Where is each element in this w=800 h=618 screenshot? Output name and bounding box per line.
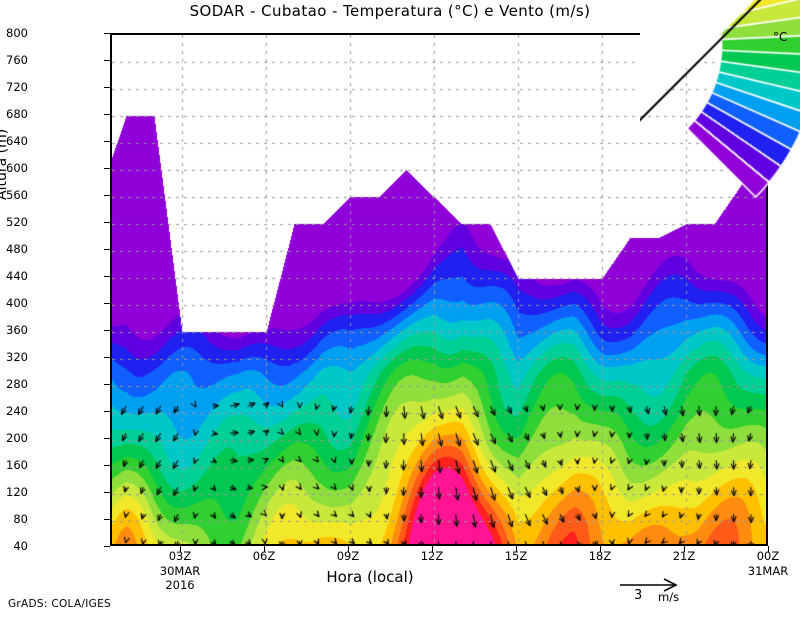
y-tick-mark (104, 114, 110, 115)
x-axis-date-label: 2016 (165, 578, 195, 592)
y-tick-mark (104, 141, 110, 142)
x-tick-label: 03Z (168, 549, 192, 563)
y-tick-label: 440 (6, 269, 28, 283)
y-tick-label: 280 (6, 377, 28, 391)
y-tick-mark (104, 168, 110, 169)
y-tick-label: 800 (6, 26, 28, 40)
y-tick-label: 240 (6, 404, 28, 418)
y-tick-label: 40 (13, 539, 28, 553)
y-tick-label: 720 (6, 80, 28, 94)
x-axis-label: Hora (local) (0, 568, 800, 586)
y-axis-label: Altura (m) (0, 128, 10, 200)
y-tick-label: 120 (6, 485, 28, 499)
y-tick-mark (104, 87, 110, 88)
y-tick-mark (104, 276, 110, 277)
x-tick-mark (768, 546, 769, 552)
y-tick-label: 520 (6, 215, 28, 229)
y-tick-label: 360 (6, 323, 28, 337)
y-tick-label: 200 (6, 431, 28, 445)
y-tick-mark (104, 519, 110, 520)
right-arrow-icon (620, 578, 678, 592)
y-tick-mark (104, 357, 110, 358)
y-tick-label: 640 (6, 134, 28, 148)
y-tick-mark (104, 384, 110, 385)
x-tick-label: 18Z (588, 549, 612, 563)
x-tick-label: 15Z (504, 549, 528, 563)
y-tick-label: 80 (13, 512, 28, 526)
y-tick-label: 480 (6, 242, 28, 256)
y-tick-mark (104, 546, 110, 547)
x-tick-mark (432, 546, 433, 552)
x-tick-mark (180, 546, 181, 552)
y-tick-label: 560 (6, 188, 28, 202)
x-tick-mark (600, 546, 601, 552)
y-tick-label: 400 (6, 296, 28, 310)
x-tick-label: 12Z (420, 549, 444, 563)
x-tick-mark (348, 546, 349, 552)
x-tick-mark (516, 546, 517, 552)
wind-scale-key: 3 m/s (618, 576, 738, 606)
y-tick-mark (104, 249, 110, 250)
x-axis-label-text: Hora (local) (326, 568, 414, 586)
y-tick-label: 760 (6, 53, 28, 67)
footer-credit: GrADS: COLA/IGES (8, 598, 112, 610)
y-tick-mark (104, 33, 110, 34)
y-tick-mark (104, 330, 110, 331)
y-tick-mark (104, 492, 110, 493)
x-tick-mark (684, 546, 685, 552)
page-title: SODAR - Cubatao - Temperatura (°C) e Ven… (189, 2, 591, 20)
y-tick-label: 600 (6, 161, 28, 175)
y-tick-mark (104, 195, 110, 196)
y-tick-mark (104, 411, 110, 412)
y-tick-label: 160 (6, 458, 28, 472)
x-tick-label: 06Z (252, 549, 276, 563)
wind-scale-unit: m/s (658, 590, 680, 604)
wind-scale-value: 3 (634, 588, 643, 603)
x-axis-date-label: 31MAR (747, 564, 789, 578)
x-axis-date-label: 30MAR (159, 564, 201, 578)
x-tick-label: 21Z (672, 549, 696, 563)
y-tick-label: 680 (6, 107, 28, 121)
y-tick-mark (104, 60, 110, 61)
x-tick-label: 09Z (336, 549, 360, 563)
x-tick-label: 00Z (756, 549, 780, 563)
y-tick-mark (104, 303, 110, 304)
y-tick-mark (104, 222, 110, 223)
y-tick-mark (104, 465, 110, 466)
colorbar-clip-mask (640, 0, 800, 192)
x-tick-mark (264, 546, 265, 552)
y-tick-mark (104, 438, 110, 439)
y-tick-label: 320 (6, 350, 28, 364)
